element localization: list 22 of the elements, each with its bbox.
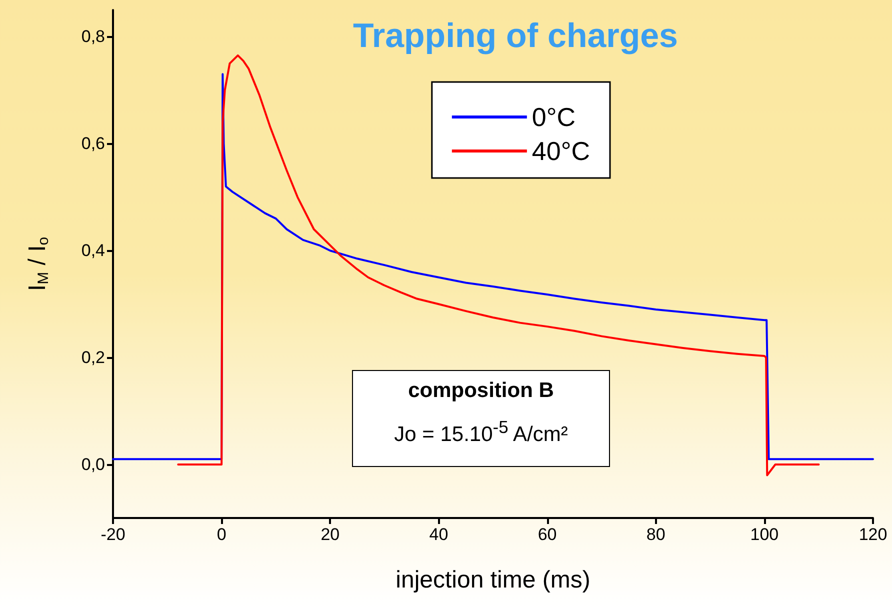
y-tick-label: 0,6 (81, 134, 105, 154)
x-tick-label: 60 (538, 525, 557, 544)
y-axis-title: IM / Io (24, 236, 52, 292)
x-axis-title: injection time (ms) (396, 566, 590, 594)
chart-title: Trapping of charges (353, 17, 678, 55)
x-tick-label: 120 (858, 525, 888, 544)
x-tick-label: 100 (750, 525, 779, 544)
legend-label: 40°C (532, 136, 590, 166)
annotation: Jo = 15.10$^{-5}$ A/cm² (393, 417, 569, 447)
x-tick-label: 20 (320, 525, 340, 544)
x-tick-label: -20 (100, 525, 126, 544)
x-tick-label: 80 (646, 525, 666, 544)
text-box: composition B Jo = 15.10$^{-5}$ A/cm² (352, 370, 610, 467)
y-tick-label: 0,4 (81, 241, 105, 260)
annotation: composition B (407, 379, 555, 403)
y-tick-label: 0,2 (81, 348, 105, 368)
x-tick-label: 40 (429, 525, 448, 544)
y-tick-label: 0,8 (81, 27, 105, 46)
y-tick-label: 0,0 (81, 455, 105, 474)
legend-label: 0°C (532, 102, 576, 132)
line-series (177, 54, 820, 476)
x-tick-label: 0 (216, 525, 226, 544)
